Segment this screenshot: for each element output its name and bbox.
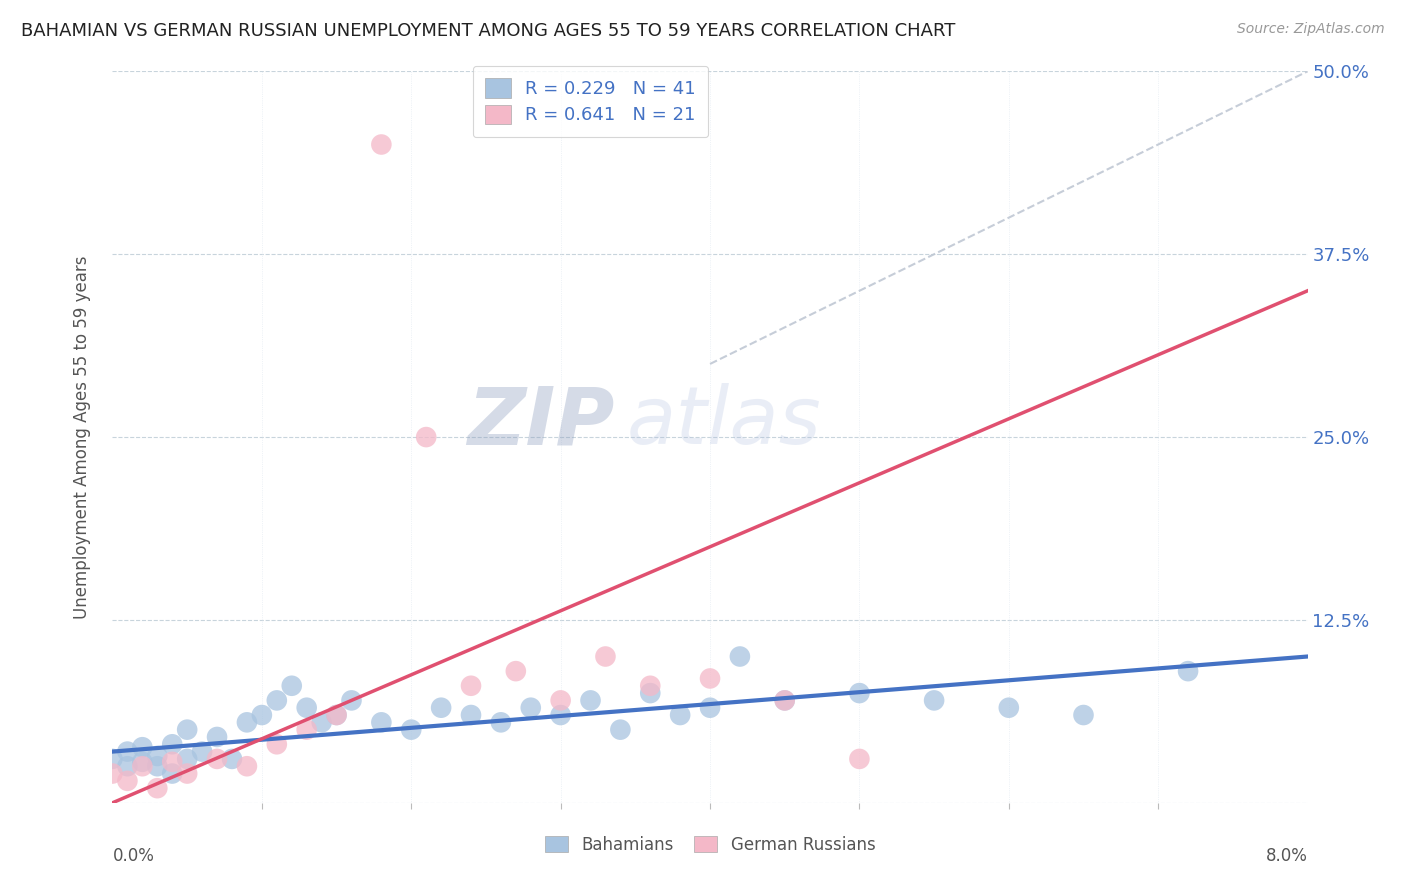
Point xyxy=(1177,664,1199,678)
Point xyxy=(460,679,482,693)
Point xyxy=(430,700,453,714)
Point xyxy=(460,708,482,723)
Y-axis label: Unemployment Among Ages 55 to 59 years: Unemployment Among Ages 55 to 59 years xyxy=(73,255,91,619)
Legend: Bahamians, German Russians: Bahamians, German Russians xyxy=(538,829,882,860)
Point xyxy=(699,700,721,714)
Point xyxy=(131,755,153,769)
Point xyxy=(236,715,259,730)
Point xyxy=(848,686,870,700)
Point xyxy=(146,781,169,796)
Point xyxy=(699,672,721,686)
Point xyxy=(595,649,617,664)
Point xyxy=(340,693,363,707)
Point xyxy=(101,752,124,766)
Point xyxy=(162,766,183,780)
Point xyxy=(773,693,796,707)
Point xyxy=(131,740,153,755)
Point xyxy=(221,752,243,766)
Point xyxy=(998,700,1021,714)
Point xyxy=(250,708,273,723)
Point xyxy=(922,693,945,707)
Point xyxy=(848,752,870,766)
Point xyxy=(266,693,288,707)
Point xyxy=(505,664,527,678)
Point xyxy=(205,752,228,766)
Point xyxy=(550,708,572,723)
Point xyxy=(146,749,169,764)
Point xyxy=(489,715,512,730)
Point xyxy=(728,649,751,664)
Point xyxy=(162,755,183,769)
Point xyxy=(191,745,214,759)
Point xyxy=(295,700,318,714)
Point xyxy=(236,759,259,773)
Text: Source: ZipAtlas.com: Source: ZipAtlas.com xyxy=(1237,22,1385,37)
Point xyxy=(370,715,392,730)
Point xyxy=(205,730,228,744)
Point xyxy=(640,679,662,693)
Point xyxy=(669,708,692,723)
Point xyxy=(101,766,124,780)
Text: atlas: atlas xyxy=(627,384,821,461)
Point xyxy=(295,723,318,737)
Point xyxy=(1073,708,1095,723)
Text: BAHAMIAN VS GERMAN RUSSIAN UNEMPLOYMENT AMONG AGES 55 TO 59 YEARS CORRELATION CH: BAHAMIAN VS GERMAN RUSSIAN UNEMPLOYMENT … xyxy=(21,22,956,40)
Point xyxy=(281,679,304,693)
Point xyxy=(401,723,423,737)
Point xyxy=(176,723,198,737)
Text: 8.0%: 8.0% xyxy=(1265,847,1308,864)
Point xyxy=(117,745,139,759)
Point xyxy=(370,137,392,152)
Point xyxy=(131,759,153,773)
Point xyxy=(162,737,183,751)
Text: ZIP: ZIP xyxy=(467,384,614,461)
Point xyxy=(325,708,347,723)
Point xyxy=(640,686,662,700)
Point xyxy=(146,759,169,773)
Point xyxy=(415,430,437,444)
Point xyxy=(609,723,631,737)
Point xyxy=(117,759,139,773)
Point xyxy=(266,737,288,751)
Point xyxy=(176,766,198,780)
Point xyxy=(579,693,602,707)
Point xyxy=(325,708,347,723)
Point xyxy=(117,773,139,788)
Point xyxy=(176,752,198,766)
Point xyxy=(520,700,543,714)
Text: 0.0%: 0.0% xyxy=(112,847,155,864)
Point xyxy=(773,693,796,707)
Point xyxy=(550,693,572,707)
Point xyxy=(311,715,333,730)
